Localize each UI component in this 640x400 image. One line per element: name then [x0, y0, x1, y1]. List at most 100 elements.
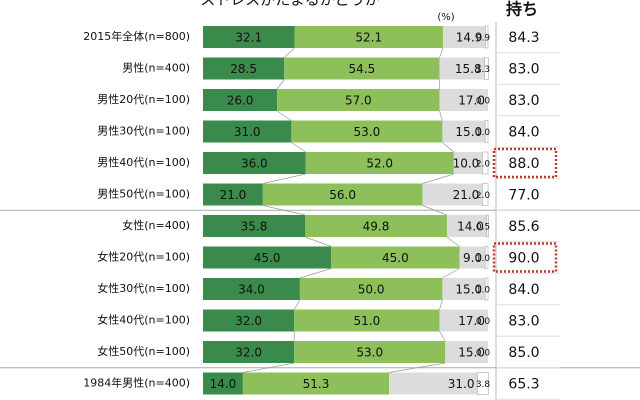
bar-segment: [299, 278, 443, 300]
highlight-box: [492, 242, 558, 273]
total-label: 85.6: [508, 219, 539, 235]
connector: [439, 331, 446, 342]
bar-segment: [242, 372, 390, 395]
value-label: 50.0: [358, 283, 385, 297]
category-label: 女性50代(n=100): [97, 344, 190, 358]
value-label: 31.0: [448, 377, 475, 391]
bar-segment: [203, 183, 263, 206]
bar-segment: [331, 246, 460, 269]
highlight-box: [492, 147, 558, 179]
category-label: 女性(n=400): [122, 218, 190, 232]
total-label: 88.0: [508, 156, 539, 172]
bar-segment: [389, 372, 478, 395]
value-label: 21.0: [220, 188, 247, 202]
bar-segment: [203, 215, 306, 237]
value-label: 9.0: [463, 251, 482, 265]
bar-segment: [439, 89, 488, 111]
column-header: 持ち: [506, 0, 538, 19]
bar-segment: [203, 246, 332, 269]
bar-segment: [203, 120, 292, 143]
bar-segment: [484, 246, 489, 269]
category-label: 男性(n=400): [122, 61, 190, 75]
bar-segment: [446, 215, 487, 237]
unit-label: (%): [437, 12, 454, 23]
value-label: 53.0: [356, 346, 383, 360]
value-label: 53.0: [354, 125, 381, 139]
connector: [276, 79, 285, 90]
value-label: 32.0: [235, 346, 262, 360]
bar-segment: [442, 278, 486, 300]
connector: [304, 236, 332, 247]
total-label: 90.0: [508, 251, 539, 267]
bar-segment: [442, 120, 486, 143]
category-label: 1984年男性(n=400): [83, 376, 190, 390]
bar-segment: [305, 152, 454, 174]
chart-title: ストレスがたまるかどうか: [200, 0, 380, 9]
bar-segment: [203, 57, 285, 80]
bar-segment: [484, 277, 489, 301]
category-label: 2015年全体(n=800): [83, 29, 190, 43]
value-label: 0.9: [476, 34, 491, 44]
value-label: 21.0: [453, 188, 480, 202]
bar-segment: [459, 246, 486, 269]
value-label: 15.8: [455, 62, 482, 76]
value-label: 32.1: [235, 31, 262, 45]
bar-segment: [305, 215, 447, 237]
category-label: 女性20代(n=100): [97, 250, 190, 264]
category-label: 男性30代(n=100): [97, 124, 190, 138]
bar-segment: [203, 278, 300, 300]
value-label: 10.0: [453, 157, 480, 171]
connector: [439, 47, 444, 58]
value-label: 35.8: [241, 220, 268, 234]
bar-segment: [203, 89, 278, 111]
bar-segment: [477, 372, 489, 395]
value-label: 14.0: [457, 220, 484, 234]
value-label: 0.5: [476, 223, 490, 233]
bar-segment: [294, 26, 443, 48]
connector: [446, 236, 460, 247]
bar-segment: [484, 57, 489, 80]
value-label: 2.0: [476, 160, 491, 170]
bar-segment: [486, 214, 489, 238]
bar-segment: [294, 341, 446, 363]
value-label: 31.0: [234, 125, 261, 139]
total-label: 83.0: [508, 314, 539, 330]
connector: [422, 173, 454, 184]
value-label: 45.0: [254, 251, 281, 265]
bar-segment: [203, 26, 295, 48]
value-label: 51.3: [303, 377, 330, 391]
bar-segment: [439, 57, 485, 80]
connector: [262, 205, 306, 216]
connector: [242, 362, 295, 373]
bar-segment: [294, 309, 440, 332]
connector: [276, 110, 292, 121]
category-label: 男性20代(n=100): [97, 92, 190, 106]
connector: [293, 299, 301, 310]
value-label: 1.0: [476, 286, 491, 296]
bar-segment: [277, 89, 440, 111]
bar-segment: [203, 309, 295, 332]
bar-segment: [203, 372, 243, 395]
bar-segment: [203, 341, 295, 363]
connector: [299, 268, 332, 279]
bar-segment: [445, 341, 488, 363]
value-label: 26.0: [227, 94, 254, 108]
value-label: 2.0: [476, 191, 491, 201]
category-label: 男性40代(n=100): [97, 155, 190, 169]
value-label: 34.0: [238, 283, 265, 297]
connector: [291, 142, 306, 153]
total-label: 83.0: [508, 62, 539, 78]
value-label: 17.0: [458, 94, 485, 108]
value-label: 14.0: [210, 377, 237, 391]
value-label: 1.0: [476, 254, 491, 264]
total-label: 83.0: [508, 93, 539, 109]
value-label: 54.5: [349, 62, 376, 76]
value-label: 51.0: [354, 314, 381, 328]
total-label: 84.0: [508, 125, 539, 141]
connector: [283, 47, 295, 58]
value-label: 52.1: [355, 31, 382, 45]
total-label: 65.3: [508, 377, 539, 393]
category-label: 男性50代(n=100): [97, 187, 190, 201]
value-label: 36.0: [241, 157, 268, 171]
value-label: 1.3: [476, 65, 490, 75]
